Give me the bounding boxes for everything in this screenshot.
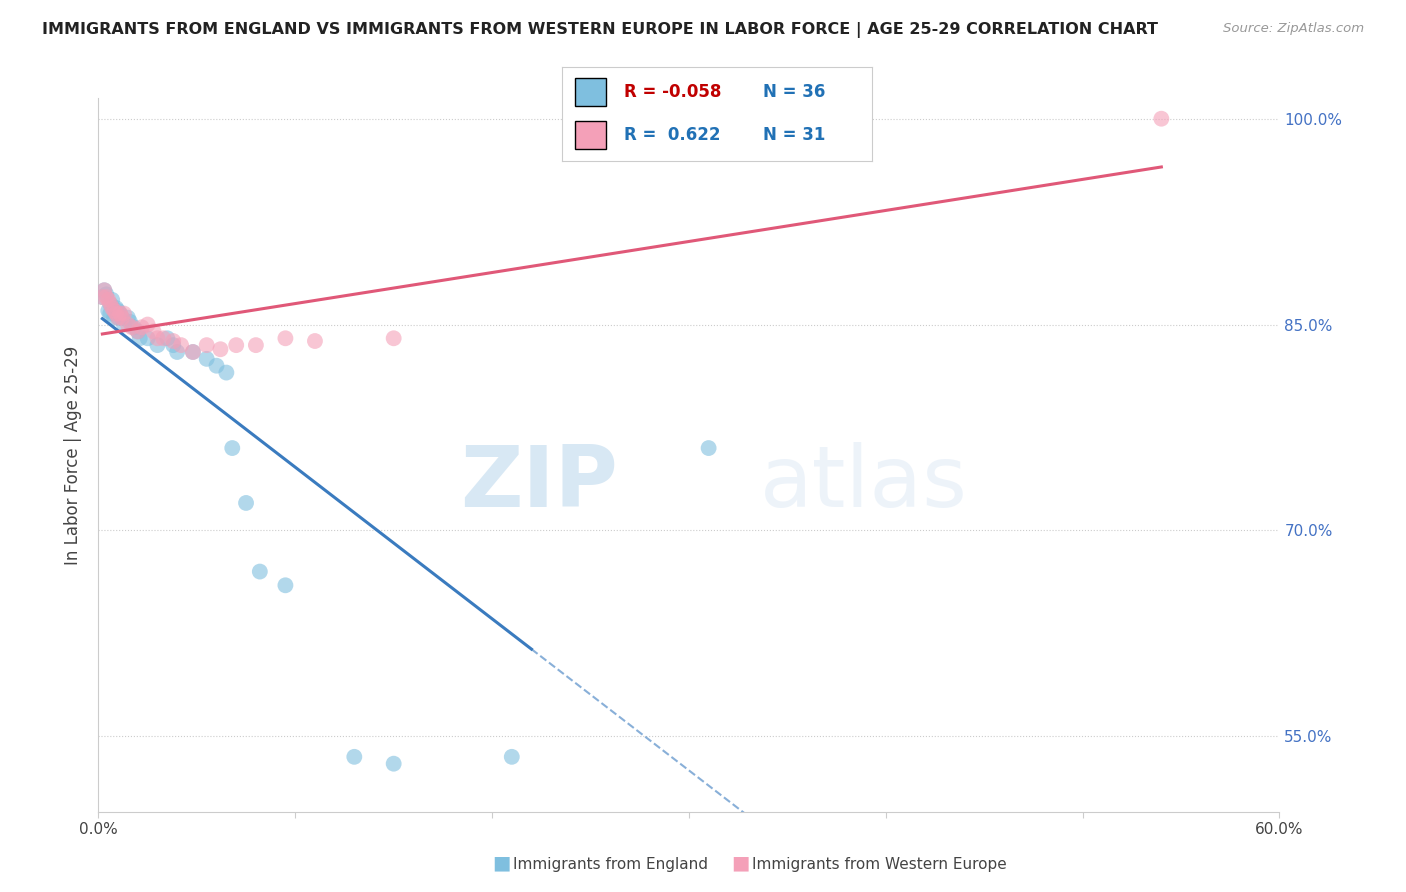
Point xyxy=(245,338,267,352)
Point xyxy=(225,338,247,352)
Point xyxy=(152,331,174,345)
Point xyxy=(382,331,405,345)
Point xyxy=(103,310,125,325)
Point xyxy=(111,310,134,325)
Point xyxy=(146,338,169,352)
Point xyxy=(91,290,114,304)
Point xyxy=(697,441,720,455)
Point xyxy=(131,320,153,334)
Point xyxy=(97,303,120,318)
Point xyxy=(98,307,121,321)
Point xyxy=(162,334,184,348)
Point xyxy=(117,318,139,332)
Point xyxy=(127,325,149,339)
Point xyxy=(122,320,145,334)
Point xyxy=(101,293,124,307)
Point xyxy=(195,351,218,366)
Point xyxy=(146,331,169,345)
Point xyxy=(93,283,115,297)
Text: N = 31: N = 31 xyxy=(763,127,825,145)
Text: R =  0.622: R = 0.622 xyxy=(624,127,721,145)
Point xyxy=(112,307,135,321)
Point xyxy=(103,303,125,318)
Point xyxy=(107,310,129,325)
Text: N = 36: N = 36 xyxy=(763,83,825,101)
Text: ■: ■ xyxy=(492,854,510,872)
Point xyxy=(181,345,204,359)
Point xyxy=(117,310,139,325)
FancyBboxPatch shape xyxy=(575,121,606,149)
Text: ■: ■ xyxy=(731,854,749,872)
Text: ZIP: ZIP xyxy=(460,442,619,525)
Point xyxy=(215,366,238,380)
Point xyxy=(127,325,149,339)
Point xyxy=(98,297,121,311)
Point xyxy=(136,331,159,345)
Point xyxy=(382,756,405,771)
Point xyxy=(97,293,120,307)
Point xyxy=(108,307,131,321)
Y-axis label: In Labor Force | Age 25-29: In Labor Force | Age 25-29 xyxy=(65,345,83,565)
Point xyxy=(209,343,232,357)
Point xyxy=(343,749,366,764)
Text: R = -0.058: R = -0.058 xyxy=(624,83,721,101)
Point xyxy=(112,318,135,332)
Point xyxy=(107,310,129,325)
Point xyxy=(108,307,131,321)
Point xyxy=(107,303,129,318)
Text: atlas: atlas xyxy=(759,442,967,525)
Point xyxy=(136,318,159,332)
Point xyxy=(105,307,128,321)
Point xyxy=(96,287,118,301)
Point xyxy=(274,578,297,592)
Text: Immigrants from England: Immigrants from England xyxy=(513,857,709,872)
Point xyxy=(96,290,118,304)
Point xyxy=(221,441,243,455)
Point xyxy=(1150,112,1173,126)
Point xyxy=(304,334,326,348)
Point xyxy=(274,331,297,345)
Point xyxy=(501,749,523,764)
Point xyxy=(142,325,165,339)
Point xyxy=(118,315,141,329)
Point xyxy=(121,320,143,334)
Point xyxy=(181,345,204,359)
Point xyxy=(166,345,188,359)
Point xyxy=(170,338,193,352)
Point xyxy=(195,338,218,352)
Text: Source: ZipAtlas.com: Source: ZipAtlas.com xyxy=(1223,22,1364,36)
FancyBboxPatch shape xyxy=(575,78,606,106)
Text: IMMIGRANTS FROM ENGLAND VS IMMIGRANTS FROM WESTERN EUROPE IN LABOR FORCE | AGE 2: IMMIGRANTS FROM ENGLAND VS IMMIGRANTS FR… xyxy=(42,22,1159,38)
Point xyxy=(235,496,257,510)
Text: Immigrants from Western Europe: Immigrants from Western Europe xyxy=(752,857,1007,872)
Point xyxy=(128,331,150,345)
Point xyxy=(98,297,121,311)
Point xyxy=(249,565,271,579)
Point xyxy=(93,283,115,297)
Point xyxy=(105,301,128,315)
Point xyxy=(156,331,179,345)
Point xyxy=(101,301,124,315)
Point xyxy=(91,290,114,304)
Point xyxy=(205,359,228,373)
Point xyxy=(162,338,184,352)
Point xyxy=(111,310,134,325)
